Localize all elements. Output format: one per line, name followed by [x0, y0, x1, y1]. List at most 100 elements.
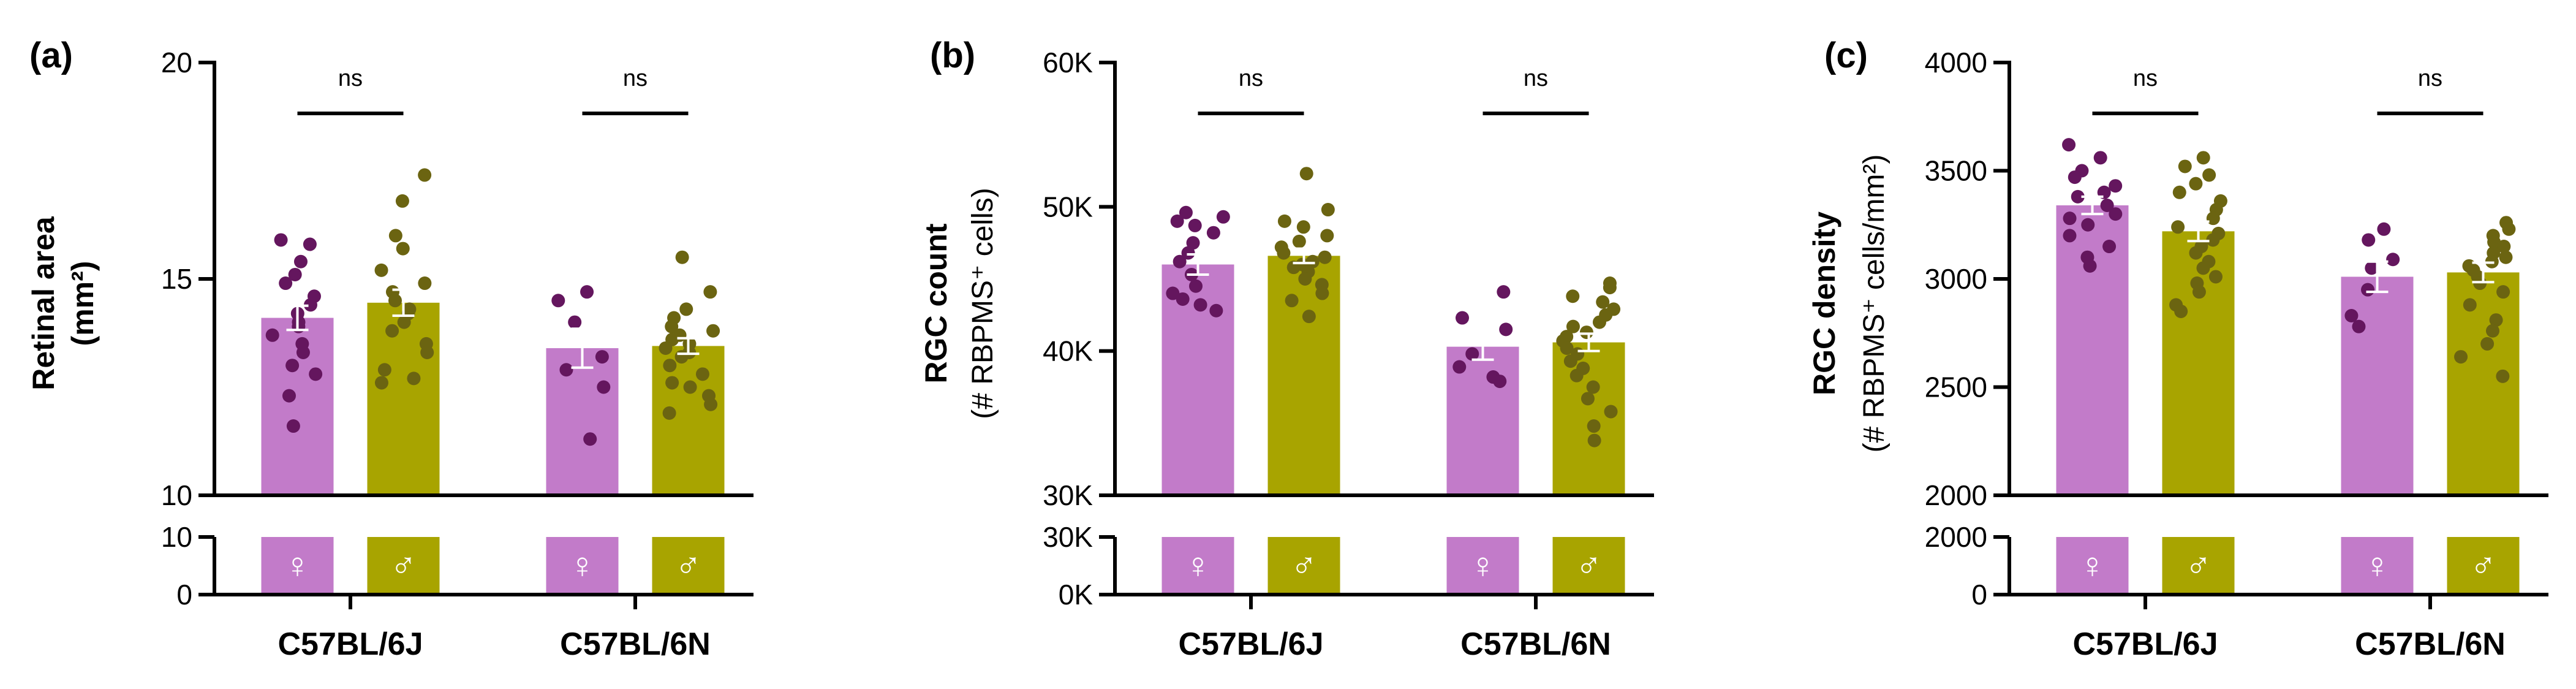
data-point: [1216, 210, 1230, 224]
data-point: [2206, 233, 2220, 247]
data-point: [388, 294, 402, 308]
y-tick-label: 10: [161, 479, 192, 511]
bar-male-0: [2162, 231, 2235, 495]
y-tick-label: 50K: [1043, 191, 1093, 223]
y-tick-label: 20: [161, 47, 192, 78]
data-point: [1604, 405, 1618, 419]
data-point: [559, 363, 573, 377]
y-tick-label: 0: [1971, 579, 1987, 611]
data-point: [580, 285, 594, 299]
category-label: C57BL/6J: [2073, 626, 2218, 662]
data-point: [2344, 309, 2359, 323]
data-point: [2063, 211, 2077, 226]
data-point: [1186, 236, 1200, 250]
data-point: [2377, 222, 2391, 236]
data-point: [2109, 207, 2123, 221]
data-point: [374, 263, 388, 277]
data-point: [2196, 151, 2210, 165]
y-tick-label: 30K: [1043, 479, 1093, 511]
data-point: [583, 432, 597, 446]
data-point: [288, 267, 302, 281]
data-point: [659, 341, 673, 355]
bar-male-1: [2447, 272, 2520, 495]
bar-lower-female-1: [1446, 537, 1519, 595]
data-point: [2174, 304, 2188, 318]
data-point: [2093, 151, 2107, 165]
data-point: [2172, 185, 2186, 199]
panel-b: (b) RGC count (# RBPMS⁺ cells) ♀ ♂ ns C57BL/6J…: [919, 36, 1654, 662]
data-point: [1166, 286, 1180, 300]
data-point: [706, 324, 720, 338]
male-symbol-icon: ♂: [675, 546, 702, 585]
y-tick-label: 4000: [1925, 47, 1987, 78]
y-tick-label: 10: [161, 521, 192, 553]
data-point: [1569, 368, 1584, 383]
data-point: [1277, 214, 1291, 228]
bar-lower-male-0: [2162, 537, 2235, 595]
data-point: [595, 350, 609, 364]
data-point: [388, 229, 402, 243]
data-point: [1499, 322, 1513, 337]
data-point: [396, 242, 410, 256]
data-point: [1566, 319, 1580, 333]
data-point: [1560, 341, 1574, 355]
data-point: [683, 380, 697, 394]
y-tick-label: 0: [176, 579, 192, 611]
significance-label: ns: [1524, 66, 1548, 91]
data-point: [2100, 198, 2114, 212]
y-tick-label: 2000: [1925, 479, 1987, 511]
data-point: [662, 406, 676, 420]
bar-lower-male-1: [2447, 537, 2520, 595]
panel-c: (c) RGC density (# RBPMS⁺ cells/mm²) ♀ ♂ ns C5…: [1807, 36, 2548, 662]
data-point: [1296, 220, 1310, 234]
significance-label: ns: [2133, 66, 2158, 91]
panel-label: (b): [930, 36, 975, 75]
bar-lower-male-0: [367, 537, 440, 595]
data-point: [2102, 240, 2117, 254]
data-point: [1566, 289, 1580, 303]
data-point: [1189, 279, 1203, 293]
data-point: [1318, 250, 1332, 264]
female-symbol-icon: ♀: [569, 546, 596, 585]
data-point: [1455, 311, 1469, 325]
data-point: [1603, 281, 1617, 295]
data-point: [1188, 218, 1202, 232]
male-symbol-icon: ♂: [2185, 546, 2212, 585]
category-label: C57BL/6N: [2355, 626, 2506, 662]
data-point: [1587, 433, 1601, 447]
data-point: [1292, 234, 1306, 248]
data-point: [1277, 246, 1291, 260]
data-point: [551, 294, 565, 308]
data-point: [663, 359, 677, 373]
y-axis-title: Retinal area: [26, 216, 61, 390]
data-point: [2062, 138, 2076, 152]
data-point: [1497, 285, 1511, 299]
category-label: C57BL/6N: [1460, 626, 1611, 662]
data-point: [397, 315, 411, 329]
data-point: [597, 380, 611, 394]
data-point: [293, 254, 308, 268]
bar-lower-female-1: [2341, 537, 2414, 595]
data-point: [1305, 254, 1320, 268]
y-tick-label: 3500: [1925, 155, 1987, 187]
data-point: [2196, 261, 2210, 275]
significance-label: ns: [623, 66, 648, 91]
female-symbol-icon: ♀: [2364, 546, 2391, 585]
data-point: [1321, 203, 1335, 217]
data-point: [1596, 295, 1610, 309]
data-point: [1465, 347, 1479, 361]
bar-lower-male-1: [652, 537, 725, 595]
data-point: [1206, 226, 1220, 240]
panel-label: (c): [1824, 36, 1868, 75]
data-point: [665, 376, 679, 390]
y-tick-label: 30K: [1043, 521, 1093, 553]
panel-label: (a): [29, 36, 73, 75]
data-point: [303, 298, 317, 312]
data-point: [2202, 168, 2216, 182]
y-tick-label: 0K: [1059, 579, 1093, 611]
category-label: C57BL/6N: [560, 626, 711, 662]
data-point: [2361, 283, 2375, 297]
data-point: [2208, 270, 2223, 284]
data-point: [374, 376, 388, 390]
data-point: [385, 324, 399, 338]
